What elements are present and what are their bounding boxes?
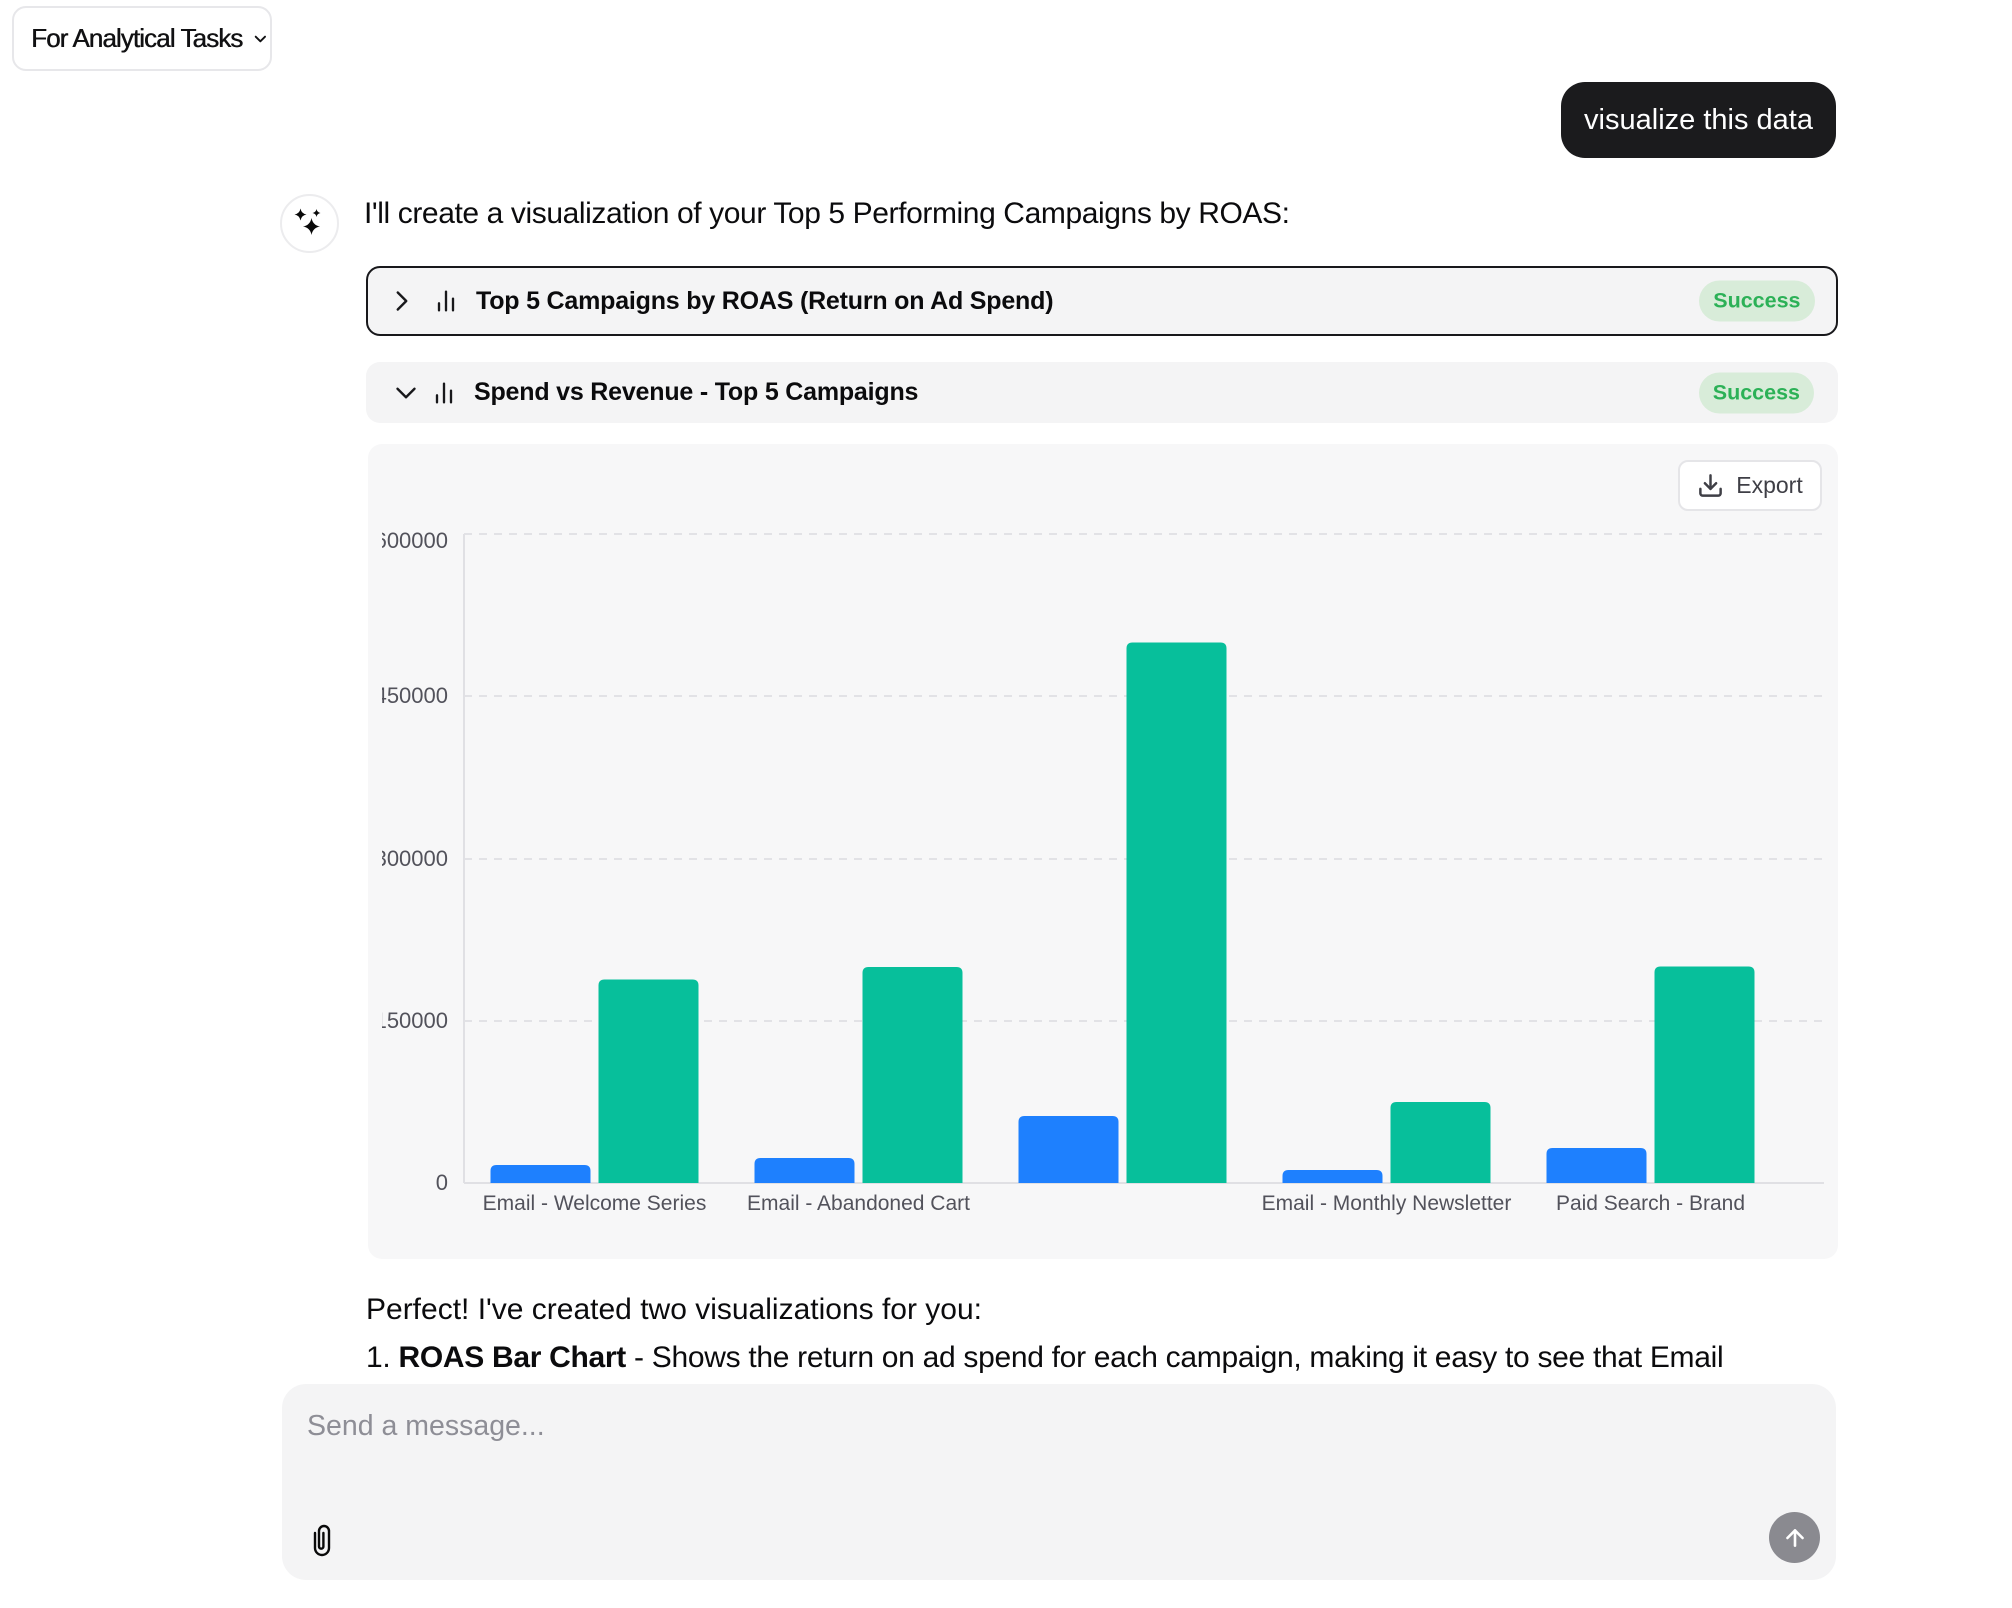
svg-text:150000: 150000 [375, 1008, 448, 1033]
svg-text:600000: 600000 [375, 528, 448, 553]
svg-text:300000: 300000 [375, 846, 448, 871]
svg-text:Email - Welcome Series: Email - Welcome Series [483, 1192, 707, 1215]
svg-text:Email - Monthly Newsletter: Email - Monthly Newsletter [1262, 1192, 1512, 1215]
svg-text:450000: 450000 [375, 683, 448, 708]
svg-text:Email - Abandoned Cart: Email - Abandoned Cart [747, 1192, 970, 1215]
svg-text:Paid Search - Brand: Paid Search - Brand [1556, 1192, 1745, 1215]
svg-text:0: 0 [436, 1170, 448, 1195]
